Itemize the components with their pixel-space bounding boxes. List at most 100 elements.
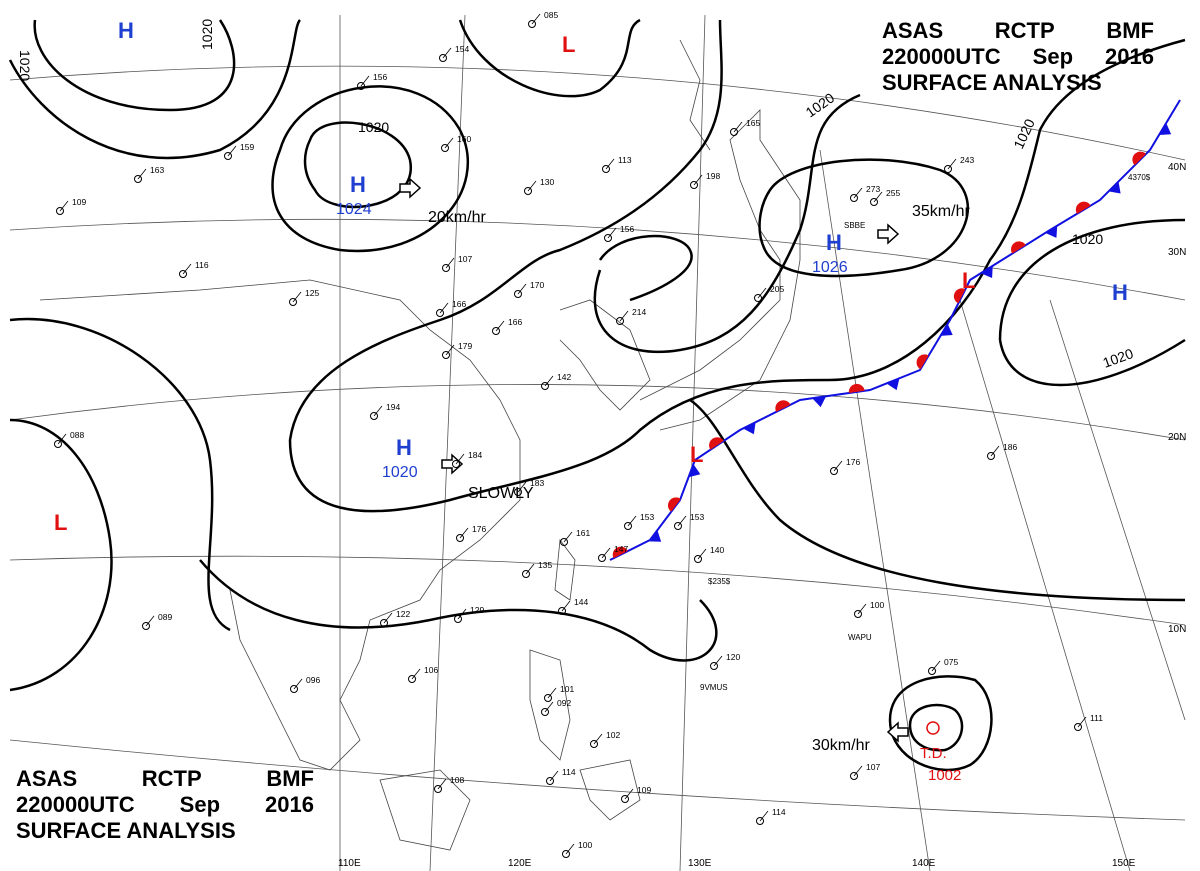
wind-barb — [593, 733, 603, 745]
station-plot: 085 — [528, 10, 558, 28]
lon-label: 120E — [508, 858, 532, 869]
header-bottom-agency: ASAS — [16, 766, 78, 791]
station-plots: 154 156 160 130 113 159 109 163 116 125 107 166 166 1… — [54, 10, 1151, 858]
station-pressure: 255 — [886, 188, 900, 198]
high-pressure-center: H 1026 — [812, 230, 848, 276]
station-pressure: 107 — [458, 254, 472, 264]
wind-barb — [549, 770, 559, 782]
header-top-agency: ASAS — [882, 18, 944, 43]
station-plot: 102 — [590, 730, 620, 748]
high-symbol: H — [118, 18, 134, 43]
wind-barb — [544, 701, 554, 713]
wind-barb — [437, 778, 447, 790]
lat-line-10n — [9, 555, 1186, 626]
cold-front-triangle — [1158, 123, 1172, 136]
high-pressure-center: H 1024 — [336, 172, 372, 218]
high-symbol: H — [350, 172, 366, 197]
warm-front-semicircle — [916, 354, 929, 370]
tropical-depression: T.D. 1002 — [920, 721, 961, 784]
station-plot: 165 — [730, 118, 760, 136]
station-plot: 106 — [408, 665, 438, 683]
station-pressure: 165 — [746, 118, 760, 128]
station-pressure: 114 — [772, 807, 786, 817]
wind-barb — [853, 187, 863, 199]
station-plot: 120 — [710, 652, 740, 670]
wind-barb — [759, 810, 769, 822]
station-circle — [674, 522, 682, 530]
station-pressure: 075 — [944, 657, 958, 667]
station-pressure: 214 — [632, 307, 646, 317]
warm-front-semicircle — [1132, 151, 1147, 166]
isobar-label: 1020 — [199, 19, 215, 50]
station-plot: 135 — [522, 560, 552, 578]
station-pressure: 142 — [557, 372, 571, 382]
center-pressure: 1020 — [382, 464, 418, 481]
station-pressure: 176 — [846, 457, 860, 467]
coast-sakhalin — [679, 39, 711, 151]
pressure-centers: H 1024 H 1026 H 1020 H H L L L L T.D. 1002 — [54, 18, 1128, 784]
high-symbol: H — [1112, 280, 1128, 305]
header-top-month: Sep — [1032, 44, 1074, 69]
isobar-high-1024 — [303, 121, 412, 209]
isobars — [8, 18, 1186, 772]
station-plot: 122 — [380, 609, 410, 627]
cold-front-triangle — [812, 396, 827, 408]
station-circle — [590, 740, 598, 748]
station-circle — [439, 54, 447, 62]
station-circle — [441, 144, 449, 152]
station-pressure: 273 — [866, 184, 880, 194]
station-plot: 163 — [134, 165, 164, 183]
station-plot: 114 — [546, 767, 576, 785]
station-circle — [546, 777, 554, 785]
movement-arrow: 35km/hr — [877, 203, 970, 245]
wind-barb — [360, 75, 370, 87]
station-code: 9VMUS — [700, 683, 728, 692]
wind-barb — [1077, 716, 1087, 728]
cold-front-triangle — [688, 464, 701, 478]
station-circle — [602, 165, 610, 173]
low-pressure-center: L — [962, 268, 975, 293]
movement-speed: SLOWLY — [468, 485, 534, 502]
station-plot: 255 — [870, 188, 900, 206]
cold-front-triangle — [743, 422, 756, 435]
station-circle — [928, 667, 936, 675]
wind-barb — [455, 453, 465, 465]
station-circle — [56, 207, 64, 215]
lat-label: 20N — [1168, 432, 1186, 443]
station-circle — [224, 152, 232, 160]
station-plot: 089 — [142, 612, 172, 630]
station-plot: 140 — [694, 545, 724, 563]
isobar-east-high-lower — [998, 338, 1186, 387]
station-pressure: 109 — [637, 785, 651, 795]
wind-barb — [517, 283, 527, 295]
station-circle — [514, 488, 522, 496]
station-circle — [541, 708, 549, 716]
header-bottom-year: 2016 — [265, 792, 314, 817]
station-circle — [850, 772, 858, 780]
station-pressure: 122 — [396, 609, 410, 619]
station-plot: 147 — [598, 544, 628, 562]
station-circle — [562, 850, 570, 858]
station-circle — [694, 555, 702, 563]
station-plot: 142 — [541, 372, 571, 390]
isobar-label: 1020 — [1101, 345, 1136, 371]
wind-barb — [733, 121, 743, 133]
station-pressure: 135 — [538, 560, 552, 570]
station-pressure: 184 — [468, 450, 482, 460]
lat-label: 30N — [1168, 247, 1186, 258]
high-pressure-center: H — [118, 18, 134, 43]
station-plot: 184 — [452, 450, 482, 468]
station-circle — [514, 290, 522, 298]
warm-front-semicircle — [775, 400, 791, 412]
lat-label: 10N — [1168, 624, 1186, 635]
header-top-code: BMF — [1106, 18, 1154, 43]
station-pressure: 179 — [458, 341, 472, 351]
station-pressure: 092 — [557, 698, 571, 708]
coast-luzon — [529, 649, 571, 761]
lat-line-20n — [9, 384, 1186, 441]
wind-barb — [947, 158, 957, 170]
wind-barb — [445, 344, 455, 356]
station-pressure: 156 — [620, 224, 634, 234]
front-line — [609, 99, 1181, 561]
low-symbol: L — [562, 32, 575, 57]
